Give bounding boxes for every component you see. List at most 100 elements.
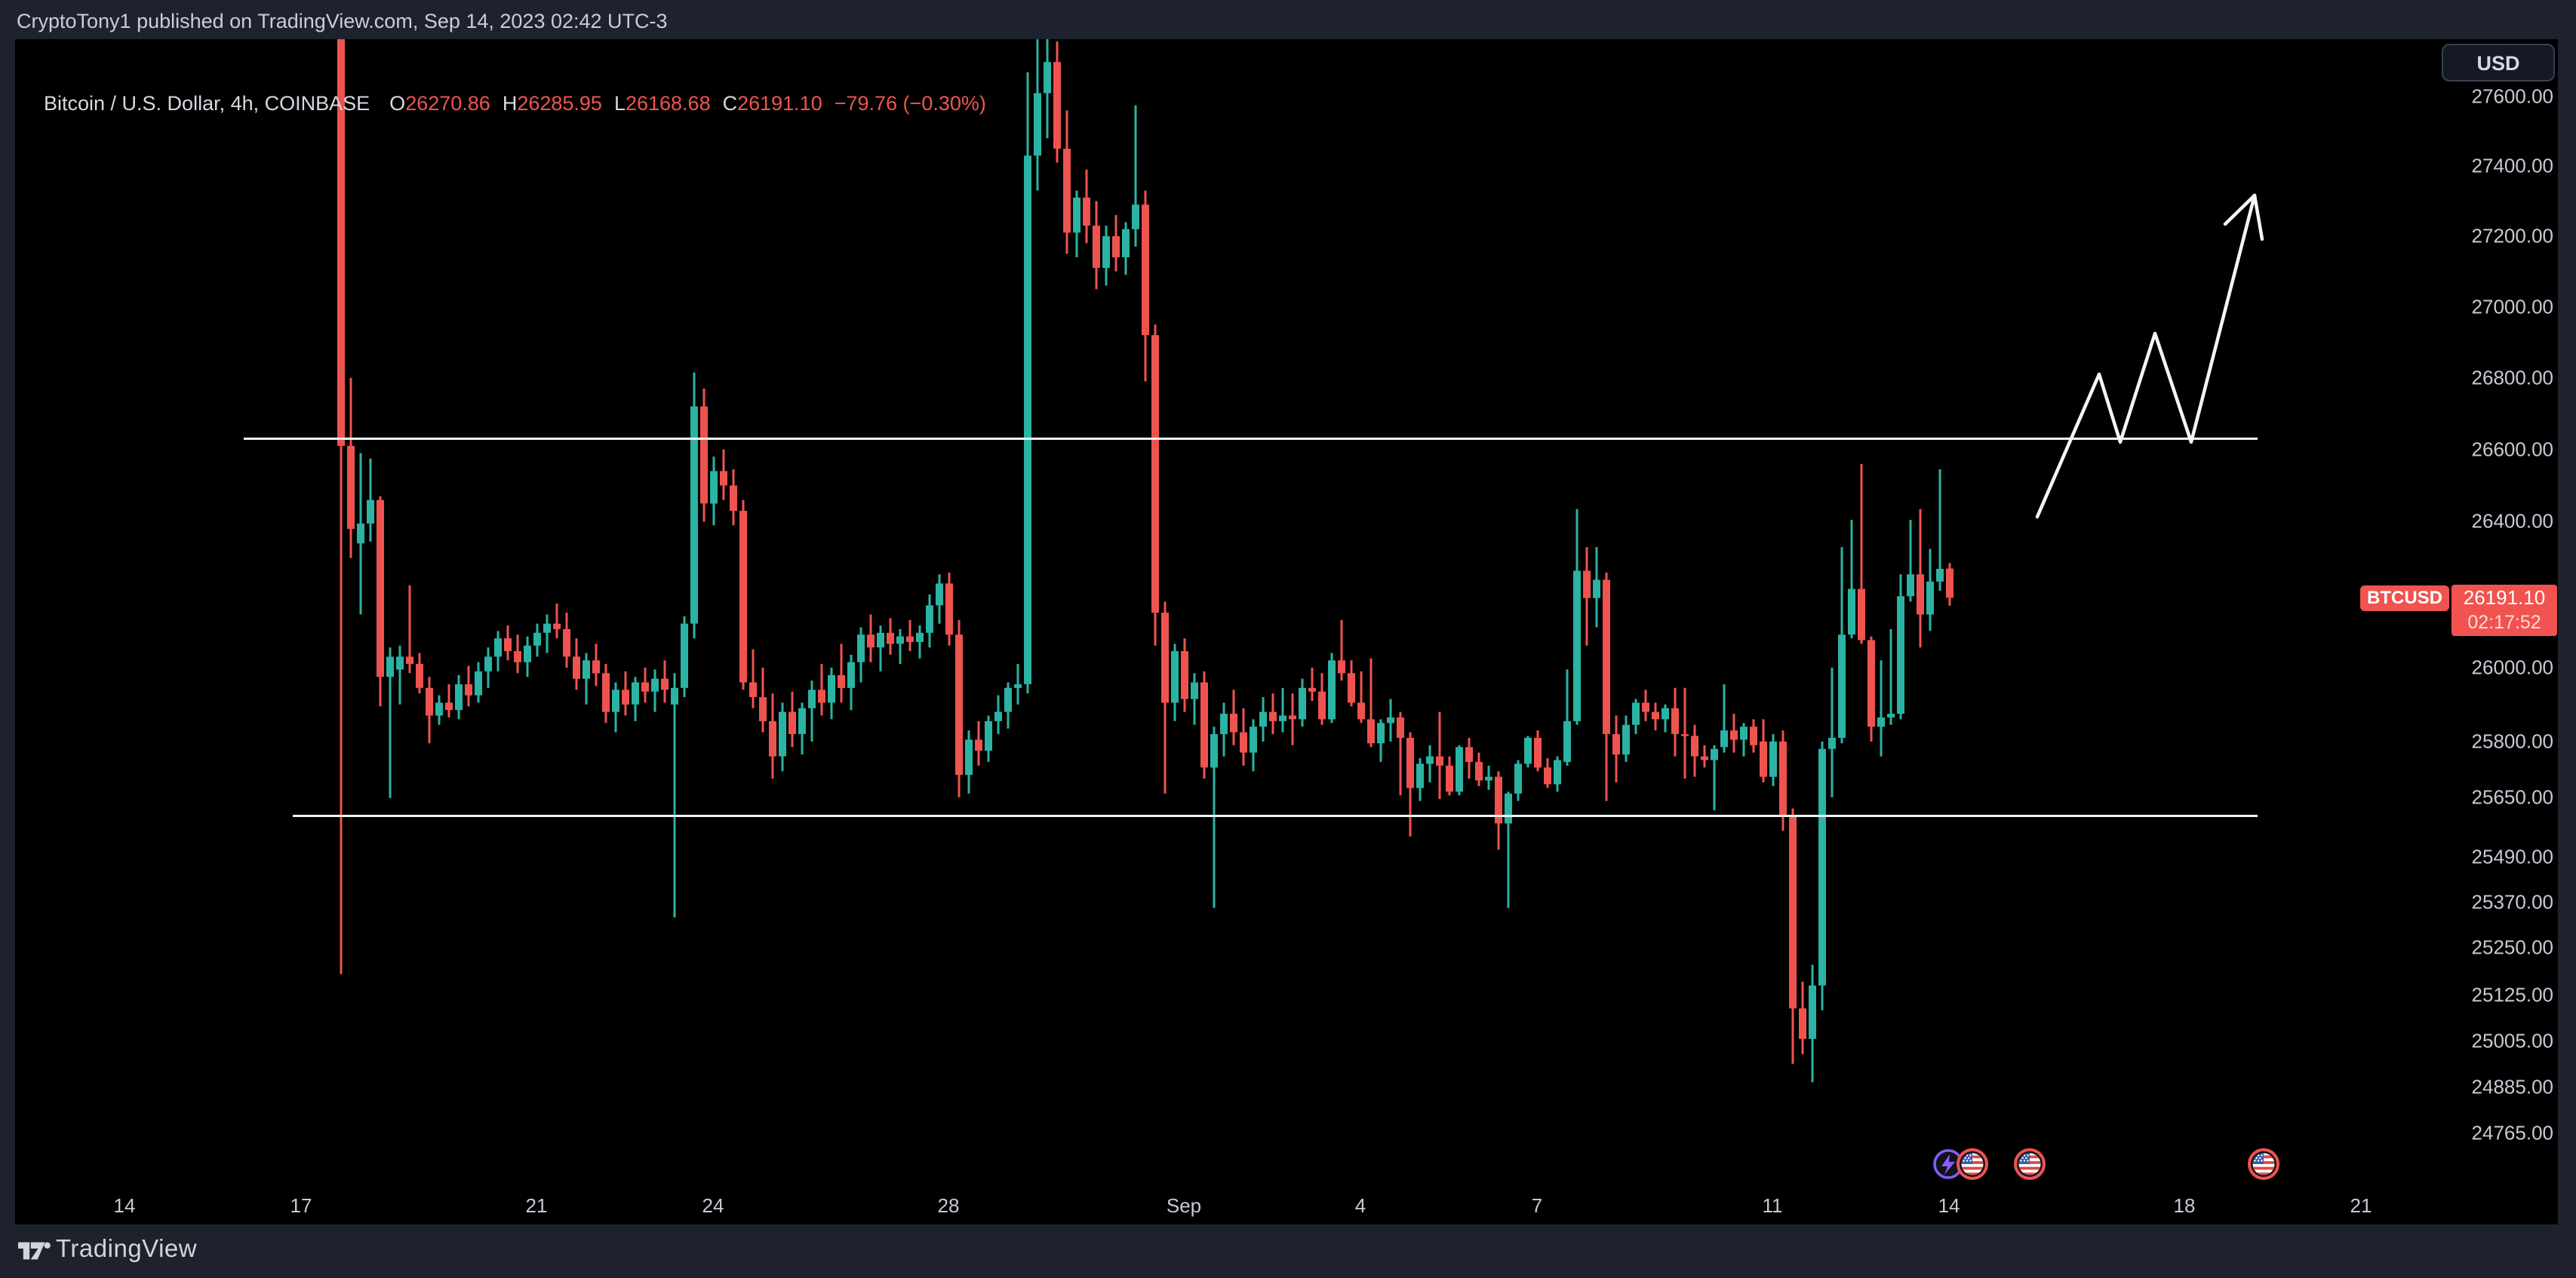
candle-body — [1946, 568, 1954, 598]
candle-body — [1259, 711, 1267, 727]
candle-body — [1554, 760, 1561, 785]
candle-body — [1485, 776, 1492, 781]
last-price-label: 26191.10 02:17:52 — [2452, 585, 2557, 636]
candlestick-chart — [244, 39, 2264, 1083]
candle-body — [435, 702, 443, 716]
candle-body — [632, 682, 639, 705]
candle-body — [1387, 717, 1394, 723]
candle-body — [1122, 229, 1130, 257]
us-economic-event-icon[interactable] — [1956, 1147, 1989, 1181]
candle-body — [1475, 761, 1483, 781]
ohlc-open: O26270.86 — [389, 92, 490, 115]
candle-body — [1711, 748, 1718, 760]
price-axis-label: 26000.00 — [2471, 656, 2553, 679]
ohlc-low: L26168.68 — [613, 92, 711, 115]
candle-body — [1318, 691, 1326, 720]
bar-countdown: 02:17:52 — [2467, 612, 2541, 633]
candle-body — [1495, 776, 1502, 824]
candle-body — [612, 690, 619, 712]
currency-toggle-button[interactable]: USD — [2442, 44, 2555, 81]
candle-body — [1681, 734, 1689, 736]
candle-body — [1181, 651, 1188, 699]
candle-body — [1377, 723, 1385, 744]
candle-body — [1652, 711, 1659, 720]
candle-body — [857, 634, 865, 662]
candle-body — [1034, 93, 1041, 156]
candle-body — [1828, 738, 1836, 749]
candle-body — [1691, 736, 1698, 757]
candle-body — [1093, 226, 1100, 269]
candle-body — [945, 583, 953, 635]
us-economic-event-icon[interactable] — [2013, 1147, 2046, 1181]
candle-body — [543, 623, 551, 633]
candle-body — [906, 636, 914, 642]
chart-pane[interactable]: Bitcoin / U.S. Dollar, 4h, COINBASE O2627… — [15, 39, 2558, 1224]
candle-body — [1505, 793, 1512, 824]
candle-body — [602, 673, 610, 712]
candle-body — [1917, 574, 1924, 615]
time-axis-label: 14 — [1938, 1194, 1960, 1217]
candle-body — [1102, 236, 1110, 269]
candle-body — [1171, 651, 1179, 703]
candle-body — [975, 739, 982, 751]
candle-body — [465, 684, 472, 696]
candle-body — [690, 406, 698, 624]
time-axis-label: 21 — [2350, 1194, 2372, 1217]
candle-body — [1563, 720, 1571, 762]
candle-body — [1818, 748, 1826, 986]
candle-body — [1289, 715, 1296, 720]
candle-body — [1191, 682, 1198, 699]
candle-body — [1151, 335, 1159, 613]
publish-text: CryptoTony1 published on TradingView.com… — [17, 10, 668, 32]
candle-body — [730, 485, 737, 511]
candle-body — [1250, 727, 1257, 753]
candle-body — [1348, 673, 1355, 703]
candle-body — [484, 656, 492, 671]
candle-body — [1465, 747, 1473, 762]
price-axis-label: 25125.00 — [2471, 983, 2553, 1006]
candle-body — [1789, 816, 1797, 1009]
candle-body — [759, 697, 767, 721]
candle-body — [769, 720, 776, 757]
candle-body — [1367, 719, 1375, 744]
candle-body — [1809, 985, 1816, 1040]
candle-body — [710, 471, 718, 504]
candle-body — [573, 656, 580, 679]
price-axis-label: 25250.00 — [2471, 935, 2553, 959]
ohlc-close: C26191.10 — [722, 92, 822, 115]
candle-series — [337, 39, 1954, 1083]
candle-body — [1799, 1008, 1806, 1040]
candle-body — [592, 660, 600, 674]
candle-body — [1142, 204, 1149, 336]
symbol-price-flag: BTCUSD — [2360, 585, 2449, 611]
candle-body — [455, 684, 463, 711]
price-axis-label: 27600.00 — [2471, 84, 2553, 108]
price-axis-label: 24885.00 — [2471, 1075, 2553, 1098]
footer-brand-text[interactable]: TradingView — [56, 1234, 198, 1262]
candle-body — [1073, 197, 1081, 233]
arrow-shaft[interactable] — [2035, 193, 2257, 519]
candle-body — [818, 690, 825, 703]
us-economic-event-icon[interactable] — [2247, 1147, 2280, 1181]
candle-body — [1161, 613, 1169, 703]
candle-body — [514, 651, 521, 662]
candle-body — [533, 632, 541, 646]
candle-body — [1004, 687, 1012, 712]
candle-body — [445, 702, 453, 711]
candle-body — [1907, 574, 1914, 597]
candle-body — [1083, 197, 1090, 226]
symbol-title[interactable]: Bitcoin / U.S. Dollar, 4h, COINBASE — [44, 92, 370, 115]
candle-body — [1357, 702, 1365, 720]
tradingview-logo-icon[interactable] — [18, 1238, 51, 1267]
candle-body — [1583, 570, 1591, 598]
candle-body — [1132, 204, 1139, 229]
candle-body — [1024, 155, 1031, 684]
candle-body — [426, 687, 433, 716]
candle-body — [1308, 687, 1316, 692]
price-axis-label: 27000.00 — [2471, 295, 2553, 318]
candle-body — [1534, 738, 1542, 768]
candle-body — [749, 682, 757, 697]
candle-body — [1299, 687, 1306, 720]
candle-body — [1926, 581, 1934, 615]
